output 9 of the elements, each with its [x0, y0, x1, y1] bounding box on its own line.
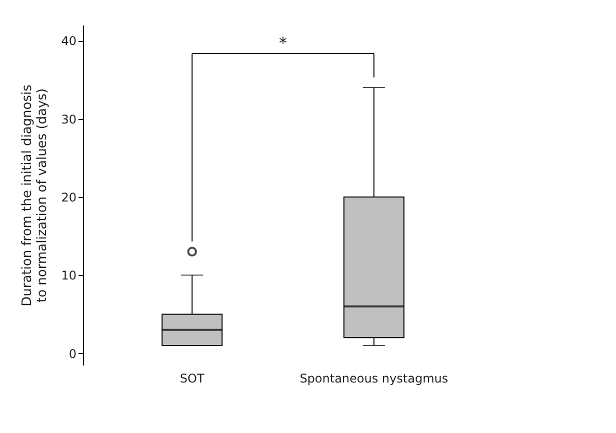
x-tick-label: Spontaneous nystagmus: [300, 372, 448, 386]
y-tick-label: 40: [61, 34, 76, 48]
x-tick-label: SOT: [180, 372, 205, 386]
y-tick-label: 20: [61, 190, 76, 204]
y-tick-label: 10: [61, 268, 76, 283]
y-axis-title: Duration from the initial diagnosis to normalization of values (days): [20, 84, 50, 306]
y-tick-label: 0: [68, 346, 76, 361]
annotation: *: [279, 34, 287, 53]
y-tick-label: 30: [61, 112, 76, 126]
